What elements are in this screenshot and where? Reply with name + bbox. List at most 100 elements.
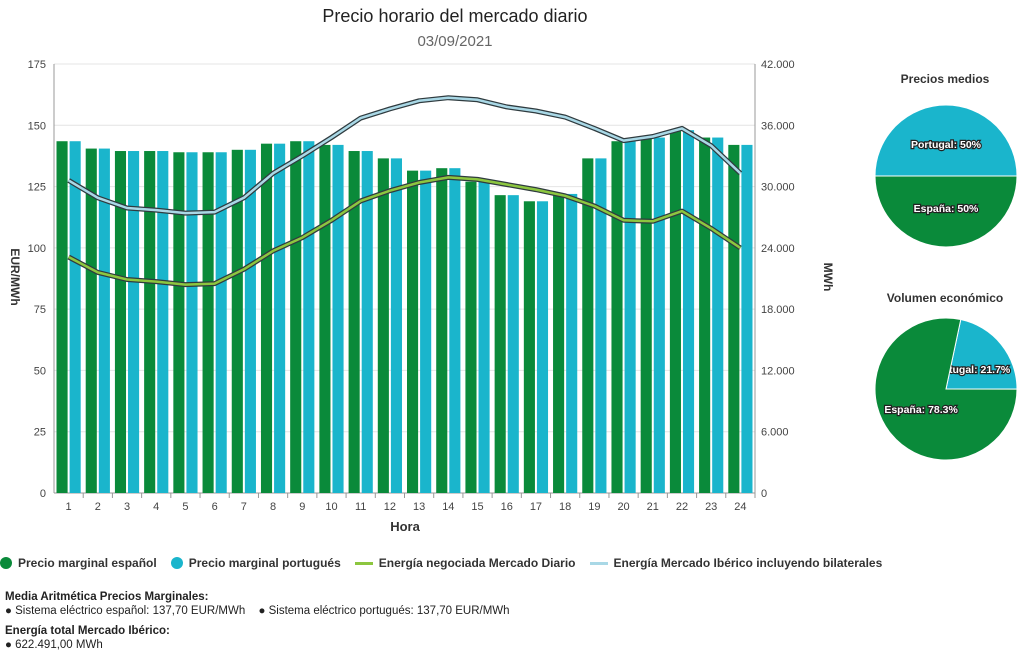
- x-tick-label: 10: [325, 501, 337, 513]
- line-energy-iberian-shadow: [67, 95, 743, 216]
- y2-axis-label: MWh: [821, 263, 835, 292]
- y-tick-label: 0: [40, 488, 46, 500]
- x-tick-label: 6: [212, 501, 218, 513]
- bar-portuguese-price: [420, 170, 432, 493]
- avg-price-spain: ● Sistema eléctrico español: 137,70 EUR/…: [5, 605, 246, 617]
- bar-portuguese-price: [478, 181, 490, 493]
- y2-tick-label: 24.000: [761, 243, 795, 255]
- y2-tick-label: 18.000: [761, 304, 795, 316]
- legend-item-portuguese-price[interactable]: Precio marginal portugués: [170, 556, 341, 570]
- total-energy-title: Energía total Mercado Ibérico:: [5, 625, 170, 637]
- bar-portuguese-price: [244, 149, 256, 494]
- avg-prices-title: Media Aritmética Precios Marginales:: [5, 591, 209, 603]
- legend-line-icon: [589, 561, 608, 565]
- x-tick-label: 4: [153, 501, 159, 513]
- x-tick-label: 9: [299, 501, 305, 513]
- bar-spanish-price: [523, 201, 535, 493]
- bar-spanish-price: [465, 181, 477, 493]
- x-tick-label: 22: [676, 501, 688, 513]
- footer-summary: Media Aritmética Precios Marginales: ● S…: [5, 590, 520, 652]
- bar-portuguese-price: [712, 137, 724, 494]
- bar-portuguese-price: [682, 130, 695, 493]
- bar-portuguese-price: [215, 152, 227, 493]
- x-tick-label: 5: [182, 501, 188, 513]
- legend-item-spanish-price[interactable]: Precio marginal español: [0, 556, 157, 570]
- legend-dot-icon: [0, 557, 12, 569]
- bar-spanish-price: [319, 144, 331, 493]
- bar-portuguese-price: [274, 143, 286, 493]
- x-tick-label: 7: [241, 501, 247, 513]
- bar-spanish-price: [56, 141, 68, 493]
- x-tick-label: 8: [270, 501, 276, 513]
- legend-label: Energía negociada Mercado Diario: [378, 556, 576, 570]
- y-tick-label: 125: [28, 182, 46, 194]
- bar-portuguese-price: [390, 158, 402, 493]
- x-tick-label: 16: [501, 501, 513, 513]
- bar-spanish-price: [85, 148, 97, 493]
- x-tick-label: 21: [647, 501, 659, 513]
- bar-spanish-price: [611, 141, 623, 493]
- x-tick-label: 14: [442, 501, 454, 513]
- legend-label: Energía Mercado Ibérico incluyendo bilat…: [613, 556, 883, 570]
- y2-tick-label: 0: [761, 488, 767, 500]
- x-tick-label: 12: [384, 501, 396, 513]
- main-chart: 025507510012515017506.00012.00018.00024.…: [8, 59, 835, 534]
- avg-price-portugal: ● Sistema eléctrico portugués: 137,70 EU…: [258, 605, 510, 617]
- chart-title: Precio horario del mercado diario: [322, 6, 588, 26]
- bar-portuguese-price: [157, 151, 169, 494]
- bar-portuguese-price: [361, 151, 373, 494]
- y2-tick-label: 36.000: [761, 120, 795, 132]
- bar-portuguese-price: [536, 201, 549, 493]
- x-tick-label: 18: [559, 501, 571, 513]
- x-tick-label: 15: [471, 501, 483, 513]
- bar-portuguese-price: [595, 158, 607, 493]
- bar-spanish-price: [144, 151, 156, 494]
- chart-subtitle: 03/09/2021: [417, 33, 493, 50]
- x-tick-label: 19: [588, 501, 600, 513]
- legend-item-energy-daily[interactable]: Energía negociada Mercado Diario: [354, 556, 576, 570]
- bar-spanish-price: [669, 130, 681, 493]
- legend-label: Precio marginal español: [18, 556, 157, 570]
- line-energy-daily: [68, 176, 742, 286]
- bar-spanish-price: [260, 143, 273, 493]
- x-tick-label: 13: [413, 501, 425, 513]
- y-tick-label: 25: [34, 427, 46, 439]
- legend-item-energy-iberian[interactable]: Energía Mercado Ibérico incluyendo bilat…: [589, 556, 883, 570]
- bar-spanish-price: [640, 137, 652, 494]
- bar-portuguese-price: [186, 152, 198, 493]
- y-tick-label: 150: [28, 120, 46, 132]
- line-energy-iberian: [67, 96, 742, 215]
- line-energy-daily-shadow: [67, 174, 742, 288]
- y-tick-label: 100: [28, 243, 46, 255]
- bar-portuguese-price: [566, 193, 578, 493]
- x-tick-label: 3: [124, 501, 130, 513]
- bar-spanish-price: [436, 168, 448, 493]
- legend-dot-icon: [170, 557, 183, 569]
- bar-spanish-price: [231, 149, 243, 494]
- y2-tick-label: 12.000: [761, 365, 795, 377]
- y2-tick-label: 30.000: [761, 182, 795, 194]
- y-tick-label: 75: [34, 304, 46, 316]
- x-tick-label: 11: [355, 501, 366, 513]
- bar-spanish-price: [728, 144, 740, 493]
- bar-spanish-price: [494, 195, 506, 493]
- y2-tick-label: 42.000: [761, 59, 795, 71]
- bar-spanish-price: [348, 151, 360, 494]
- bar-spanish-price: [290, 141, 302, 493]
- bar-spanish-price: [202, 152, 214, 493]
- x-tick-label: 24: [734, 501, 746, 513]
- x-tick-label: 2: [95, 501, 101, 513]
- bar-spanish-price: [407, 170, 419, 493]
- bar-portuguese-price: [507, 195, 519, 493]
- bar-portuguese-price: [98, 148, 110, 493]
- bar-spanish-price: [582, 158, 594, 493]
- y-tick-label: 175: [28, 59, 46, 71]
- bar-spanish-price: [699, 137, 711, 494]
- bar-portuguese-price: [303, 141, 315, 493]
- x-tick-label: 20: [617, 501, 629, 513]
- bar-portuguese-price: [128, 151, 140, 494]
- total-energy-value: ● 622.491,00 MWh: [5, 639, 103, 651]
- x-tick-label: 23: [705, 501, 717, 513]
- bar-portuguese-price: [449, 168, 461, 493]
- x-axis-label: Hora: [390, 519, 420, 534]
